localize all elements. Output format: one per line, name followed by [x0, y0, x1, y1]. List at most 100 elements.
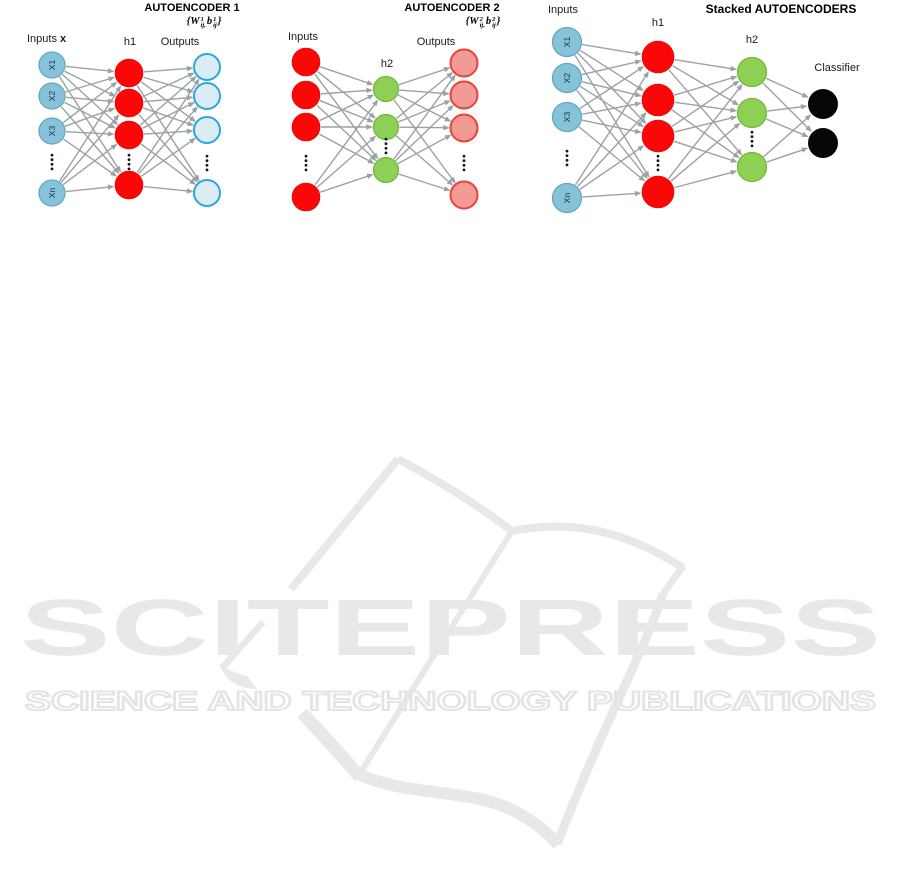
stacked-autoencoders-network-hidden-h1-node: [641, 40, 675, 74]
network-edge: [582, 101, 642, 115]
autoencoder1-h1-label: h1: [123, 36, 137, 48]
autoencoder-1-network-output-node: [193, 116, 221, 144]
autoencoder-1-network-hidden-h1-node: [114, 120, 144, 150]
network-edge: [395, 135, 454, 186]
network-edge: [139, 75, 197, 126]
network-edge: [397, 134, 452, 165]
network-edge: [398, 173, 451, 192]
network-edge: [65, 131, 115, 137]
ellipsis-dots: [304, 154, 308, 172]
node-label: X3: [47, 126, 57, 137]
network-edge: [398, 66, 451, 86]
book-right-edge: [552, 592, 668, 846]
ellipsis-dot: [205, 163, 209, 167]
autoencoder-2-network-input-node: [291, 80, 321, 110]
network-edge: [62, 81, 118, 124]
network-edge: [143, 185, 194, 194]
network-edge: [64, 107, 116, 127]
autoencoder-2-network-input-node: [291, 112, 321, 142]
ellipsis-dot: [656, 159, 660, 163]
ellipsis-dots: [50, 153, 54, 171]
book-spine-line: [354, 529, 515, 780]
autoencoder-2-network: [291, 47, 479, 212]
ellipsis-dot: [462, 154, 466, 158]
network-edge: [581, 80, 642, 98]
stacked-autoencoders-network-hidden-h2-node: [736, 56, 768, 88]
network-edge: [674, 75, 738, 96]
network-edge: [319, 66, 374, 86]
network-edge: [766, 118, 809, 137]
ellipsis-dot: [384, 142, 388, 146]
network-edge: [766, 147, 809, 163]
autoencoder-1-network-input-node: [38, 82, 66, 110]
network-edge: [62, 143, 118, 186]
node-label: X2: [47, 91, 57, 102]
ellipsis-dot: [384, 151, 388, 155]
network-edge: [763, 114, 812, 158]
network-edge: [64, 70, 116, 97]
network-edge: [672, 65, 740, 106]
autoencoder2-title: AUTOENCODER 2: [404, 2, 500, 14]
network-edge: [579, 145, 645, 190]
ellipsis-dots: [656, 154, 660, 172]
network-edge: [319, 99, 374, 123]
network-edge: [65, 96, 115, 104]
network-edge: [140, 143, 197, 185]
ellipsis-dot: [384, 137, 388, 141]
autoencoder-1-network-hidden-h1-node: [114, 58, 144, 88]
node-label: X1: [47, 60, 57, 71]
network-edge: [320, 87, 374, 95]
network-edge: [767, 104, 808, 112]
autoencoder2-inputs-label: Inputs: [288, 31, 318, 43]
network-edge: [143, 76, 195, 93]
ellipsis-dot: [750, 144, 754, 148]
neural-networks-layer: X1 X2 X3 Xn X1 X2 X3 Xn: [38, 26, 838, 214]
network-edge: [138, 106, 199, 175]
network-edge: [582, 190, 642, 198]
ellipsis-dot: [565, 154, 569, 158]
network-edge: [579, 49, 645, 92]
book-page-fold: [660, 563, 686, 597]
network-edge: [765, 77, 809, 98]
node-label: Xn: [47, 188, 57, 199]
network-edge: [577, 112, 647, 188]
network-edge: [581, 59, 642, 76]
network-edge: [582, 43, 642, 56]
book-left-cover-edge: [287, 456, 402, 592]
network-edge: [63, 138, 118, 177]
network-edge: [65, 65, 115, 74]
node-label: X2: [562, 73, 572, 84]
ellipsis-dot: [304, 168, 308, 172]
ellipsis-dot: [304, 159, 308, 163]
network-edge: [317, 70, 376, 119]
network-edge: [319, 173, 374, 193]
network-edge: [579, 66, 645, 110]
stacked-autoencoders-network-classifier-node: [808, 89, 838, 119]
stacked-autoencoders-network-classifier-node: [808, 128, 838, 158]
ellipsis-dot: [127, 158, 131, 162]
network-edge: [671, 109, 740, 159]
network-edge: [136, 78, 200, 173]
ellipsis-dot: [656, 163, 660, 167]
stacked-autoencoders-network-hidden-h1-node: [641, 83, 675, 117]
book-bottom-page-swoosh: [353, 767, 563, 849]
network-edge: [582, 119, 642, 134]
network-edge: [143, 128, 194, 135]
ellipsis-dot: [50, 162, 54, 166]
autoencoder-2-network-output-node: [449, 180, 479, 210]
stacked-autoencoders-network: X1 X2 X3 Xn: [551, 26, 838, 214]
ellipsis-dots: [565, 149, 569, 167]
stacked-autoencoders-network-input-node: [551, 182, 583, 214]
network-edge: [142, 72, 195, 98]
ellipsis-dot: [462, 168, 466, 172]
ellipsis-dot: [750, 139, 754, 143]
ellipsis-dot: [462, 159, 466, 163]
network-edge: [140, 137, 196, 177]
network-edge: [762, 82, 813, 133]
stacked-autoencoders-network-hidden-h2-node: [736, 97, 768, 129]
autoencoder-1-network: X1 X2 X3 Xn: [38, 51, 221, 207]
node-label: Xn: [562, 193, 572, 204]
stacked-autoencoders-network-input-node: [551, 62, 583, 94]
network-edge: [142, 107, 195, 126]
autoencoder-1-network-output-node: [193, 179, 221, 207]
